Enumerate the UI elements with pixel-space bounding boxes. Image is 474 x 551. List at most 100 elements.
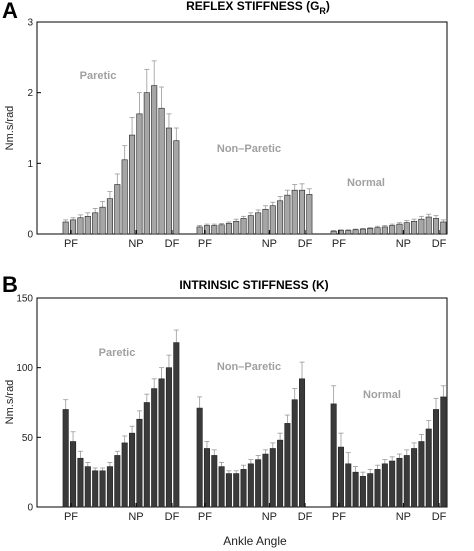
bar xyxy=(233,473,240,508)
bar xyxy=(425,216,432,235)
bar xyxy=(425,428,432,508)
bar xyxy=(158,378,165,508)
x-tick-label: NP xyxy=(128,511,143,523)
panel-b-y-axis-label: Nm.s/rad xyxy=(4,380,16,425)
y-tick-label: 0 xyxy=(27,503,33,514)
bar xyxy=(345,463,352,508)
x-tick-label: NP xyxy=(262,511,277,523)
bar xyxy=(247,463,254,508)
y-tick-label: 150 xyxy=(16,294,33,305)
bar xyxy=(218,224,225,235)
x-tick-label: NP xyxy=(396,238,411,250)
x-tick-label: DF xyxy=(165,238,180,250)
bar xyxy=(218,466,225,508)
bar xyxy=(106,198,113,235)
bar xyxy=(291,189,298,235)
bar xyxy=(396,457,403,508)
bar xyxy=(389,460,396,508)
x-tick-label: PF xyxy=(198,238,212,250)
bar xyxy=(433,218,440,235)
bar xyxy=(277,439,284,508)
x-tick-label: NP xyxy=(262,238,277,250)
bar xyxy=(284,194,291,235)
series-label: Normal xyxy=(347,177,385,189)
bar xyxy=(291,399,298,508)
x-tick-label: PF xyxy=(64,511,78,523)
bar xyxy=(225,473,232,508)
bar xyxy=(374,227,381,235)
bar xyxy=(240,218,247,235)
panel-a-y-axis-label: Nm.s/rad xyxy=(4,106,16,151)
panel-a-title: REFLEX STIFFNESS (GR) xyxy=(186,0,330,16)
bar xyxy=(367,228,374,235)
bar xyxy=(299,189,306,235)
bar xyxy=(129,134,136,235)
bar xyxy=(106,466,113,508)
bar xyxy=(62,221,69,235)
bar xyxy=(211,225,218,235)
bar xyxy=(418,218,425,235)
bar xyxy=(196,407,203,508)
y-tick-label: 50 xyxy=(22,433,34,444)
y-tick-label: 0 xyxy=(27,230,33,241)
bar xyxy=(151,85,158,235)
bar xyxy=(403,455,410,508)
bar xyxy=(233,220,240,235)
bar xyxy=(121,159,128,235)
bar xyxy=(359,228,366,235)
x-tick-label: DF xyxy=(298,511,313,523)
series-label: Non–Paretic xyxy=(217,143,281,155)
bar xyxy=(440,396,447,508)
bar xyxy=(99,470,106,508)
panel-a-plot-frame xyxy=(36,21,448,235)
series-label: Normal xyxy=(363,389,401,401)
bar xyxy=(151,388,158,508)
bar xyxy=(92,470,99,508)
bar xyxy=(381,226,388,235)
bar xyxy=(136,418,143,508)
panel-a-marks: 0 1 2 3 Paretic PF NP DF Non–Paretic PF NP DF Normal… xyxy=(27,18,446,251)
bar xyxy=(277,200,284,235)
panel-letter-b: B xyxy=(2,272,18,297)
x-tick-label: DF xyxy=(165,511,180,523)
bar xyxy=(165,367,172,508)
bar xyxy=(330,403,337,508)
bar xyxy=(367,473,374,508)
bar xyxy=(359,476,366,508)
x-axis-label: Ankle Angle xyxy=(223,534,287,548)
bar xyxy=(330,230,337,235)
panel-letter-a: A xyxy=(2,0,18,23)
bar xyxy=(173,342,180,508)
bar xyxy=(255,459,262,508)
bar xyxy=(262,453,269,508)
bar xyxy=(269,448,276,508)
bar xyxy=(211,455,218,508)
bar xyxy=(62,409,69,508)
bar xyxy=(129,432,136,508)
panel-b-title: INTRINSIC STIFFNESS (K) xyxy=(179,278,328,292)
bar xyxy=(136,113,143,235)
bar xyxy=(143,402,150,508)
bar xyxy=(173,140,180,235)
x-tick-label: PF xyxy=(64,238,78,250)
x-tick-label: DF xyxy=(432,238,447,250)
y-tick-label: 100 xyxy=(16,363,33,374)
y-tick-label: 2 xyxy=(27,88,33,99)
x-tick-label: PF xyxy=(198,511,212,523)
bar xyxy=(247,215,254,235)
bar xyxy=(240,469,247,508)
series-label: Paretic xyxy=(99,347,136,359)
x-tick-label: DF xyxy=(432,511,447,523)
bar xyxy=(255,212,262,235)
bar xyxy=(374,469,381,508)
series-label: Non–Paretic xyxy=(217,361,281,373)
bar xyxy=(77,457,84,508)
bar xyxy=(345,230,352,235)
bar xyxy=(143,92,150,235)
x-tick-label: DF xyxy=(298,238,313,250)
bar xyxy=(284,423,291,508)
bar xyxy=(203,448,210,508)
bar xyxy=(165,127,172,235)
bar xyxy=(396,223,403,235)
